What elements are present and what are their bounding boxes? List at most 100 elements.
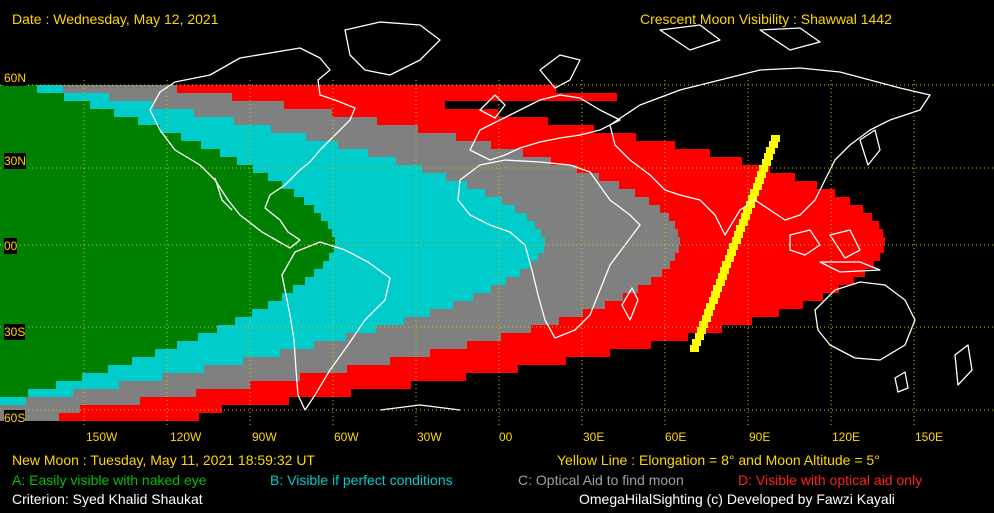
zone-band bbox=[0, 405, 222, 413]
zone-band bbox=[0, 397, 140, 405]
yellow-line-segment bbox=[725, 255, 734, 262]
yellow-line-segment bbox=[746, 201, 755, 208]
zone-band bbox=[0, 389, 73, 397]
yellow-line-label: Yellow Line : Elongation = 8° and Moon A… bbox=[557, 452, 880, 468]
yellow-line-segment bbox=[759, 165, 768, 172]
latitude-label: 60N bbox=[4, 70, 27, 86]
zone-band bbox=[0, 357, 132, 365]
map-title: Crescent Moon Visibility : Shawwal 1442 bbox=[640, 11, 892, 27]
zone-band bbox=[0, 285, 293, 293]
zone-band bbox=[0, 133, 181, 141]
zone-band bbox=[0, 125, 160, 133]
yellow-line-segment bbox=[755, 177, 764, 184]
zone-band bbox=[0, 277, 305, 285]
yellow-line-segment bbox=[734, 231, 743, 238]
longitude-label: 150W bbox=[86, 430, 118, 444]
credit-label: OmegaHilalSighting (c) Developed by Fawz… bbox=[579, 491, 895, 507]
yellow-line-segment bbox=[727, 249, 736, 256]
longitude-label: 120W bbox=[170, 430, 202, 444]
zone-band bbox=[0, 381, 250, 389]
yellow-line-segment bbox=[741, 213, 750, 220]
zone-band bbox=[0, 341, 177, 349]
yellow-line-segment bbox=[771, 135, 780, 142]
zone-band bbox=[0, 397, 26, 405]
longitude-label: 60W bbox=[334, 430, 359, 444]
yellow-line-segment bbox=[716, 279, 725, 286]
zone-band bbox=[0, 221, 328, 229]
continent-outlines bbox=[149, 21, 973, 411]
zone-band bbox=[0, 157, 237, 165]
longitude-label: 00 bbox=[499, 430, 513, 444]
zone-band bbox=[0, 173, 268, 181]
zone-band bbox=[0, 317, 235, 325]
zone-band bbox=[0, 109, 114, 117]
zone-band bbox=[0, 141, 201, 149]
zone-band bbox=[0, 181, 282, 189]
latitude-label: 60S bbox=[4, 410, 26, 426]
yellow-line-segment bbox=[766, 147, 775, 154]
yellow-line-segment bbox=[718, 273, 727, 280]
yellow-line-segment bbox=[711, 291, 720, 298]
zone-band bbox=[0, 101, 90, 109]
yellow-line-segment bbox=[695, 333, 704, 340]
lat-lon-grid bbox=[0, 80, 994, 428]
zone-band bbox=[0, 301, 268, 309]
yellow-line-segment bbox=[748, 195, 757, 202]
longitude-label: 30W bbox=[417, 430, 442, 444]
zone-band bbox=[0, 325, 217, 333]
zone-band bbox=[0, 381, 56, 389]
zone-band bbox=[0, 189, 294, 197]
yellow-line bbox=[690, 135, 780, 352]
yellow-line-segment bbox=[736, 225, 745, 232]
yellow-line-segment bbox=[713, 285, 722, 292]
longitude-label: 90W bbox=[252, 430, 277, 444]
zone-band bbox=[0, 165, 253, 173]
new-moon-label: New Moon : Tuesday, May 11, 2021 18:59:3… bbox=[12, 452, 315, 468]
zone-band bbox=[0, 197, 304, 205]
latitude-label: 00 bbox=[4, 238, 18, 254]
zone-band bbox=[0, 149, 220, 157]
zone-band bbox=[0, 413, 59, 421]
zone-band bbox=[0, 373, 82, 381]
zone-band bbox=[0, 389, 196, 397]
zone-band bbox=[0, 413, 199, 421]
yellow-line-segment bbox=[769, 141, 778, 148]
yellow-line-segment bbox=[709, 297, 718, 304]
yellow-line-segment bbox=[729, 243, 738, 250]
zone-band bbox=[0, 229, 332, 237]
legend-a: A: Easily visible with naked eye bbox=[12, 472, 207, 488]
legend-c: C: Optical Aid to find moon bbox=[518, 472, 684, 488]
yellow-line-segment bbox=[690, 345, 699, 352]
yellow-line-segment bbox=[753, 183, 762, 190]
zone-band bbox=[0, 405, 80, 413]
zone-band bbox=[0, 117, 138, 125]
yellow-line-segment bbox=[722, 261, 731, 268]
yellow-line-segment bbox=[720, 267, 729, 274]
yellow-line-segment bbox=[750, 189, 759, 196]
zone-band bbox=[0, 93, 617, 101]
yellow-line-segment bbox=[704, 309, 713, 316]
yellow-line-segment bbox=[692, 339, 701, 346]
yellow-line-segment bbox=[764, 153, 773, 160]
zone-band bbox=[0, 85, 37, 93]
zone-band bbox=[0, 309, 252, 317]
zone-band bbox=[0, 85, 556, 93]
yellow-line-segment bbox=[739, 219, 748, 226]
zone-band bbox=[0, 269, 314, 277]
legend-d: D: Visible with optical aid only bbox=[738, 472, 923, 488]
longitude-label: 120E bbox=[832, 430, 861, 444]
zone-band bbox=[0, 365, 108, 373]
zone-band bbox=[0, 213, 321, 221]
zone-band bbox=[0, 205, 314, 213]
latitude-label: 30S bbox=[4, 324, 26, 340]
zone-band bbox=[0, 93, 64, 101]
latitude-label: 30N bbox=[4, 153, 27, 169]
longitude-label: 30E bbox=[583, 430, 605, 444]
zone-band bbox=[0, 397, 289, 405]
legend-b: B: Visible if perfect conditions bbox=[270, 472, 453, 488]
zone-band bbox=[0, 333, 198, 341]
visibility-zones bbox=[0, 85, 885, 421]
criterion-label: Criterion: Syed Khalid Shaukat bbox=[12, 491, 203, 507]
yellow-line-segment bbox=[732, 237, 741, 244]
